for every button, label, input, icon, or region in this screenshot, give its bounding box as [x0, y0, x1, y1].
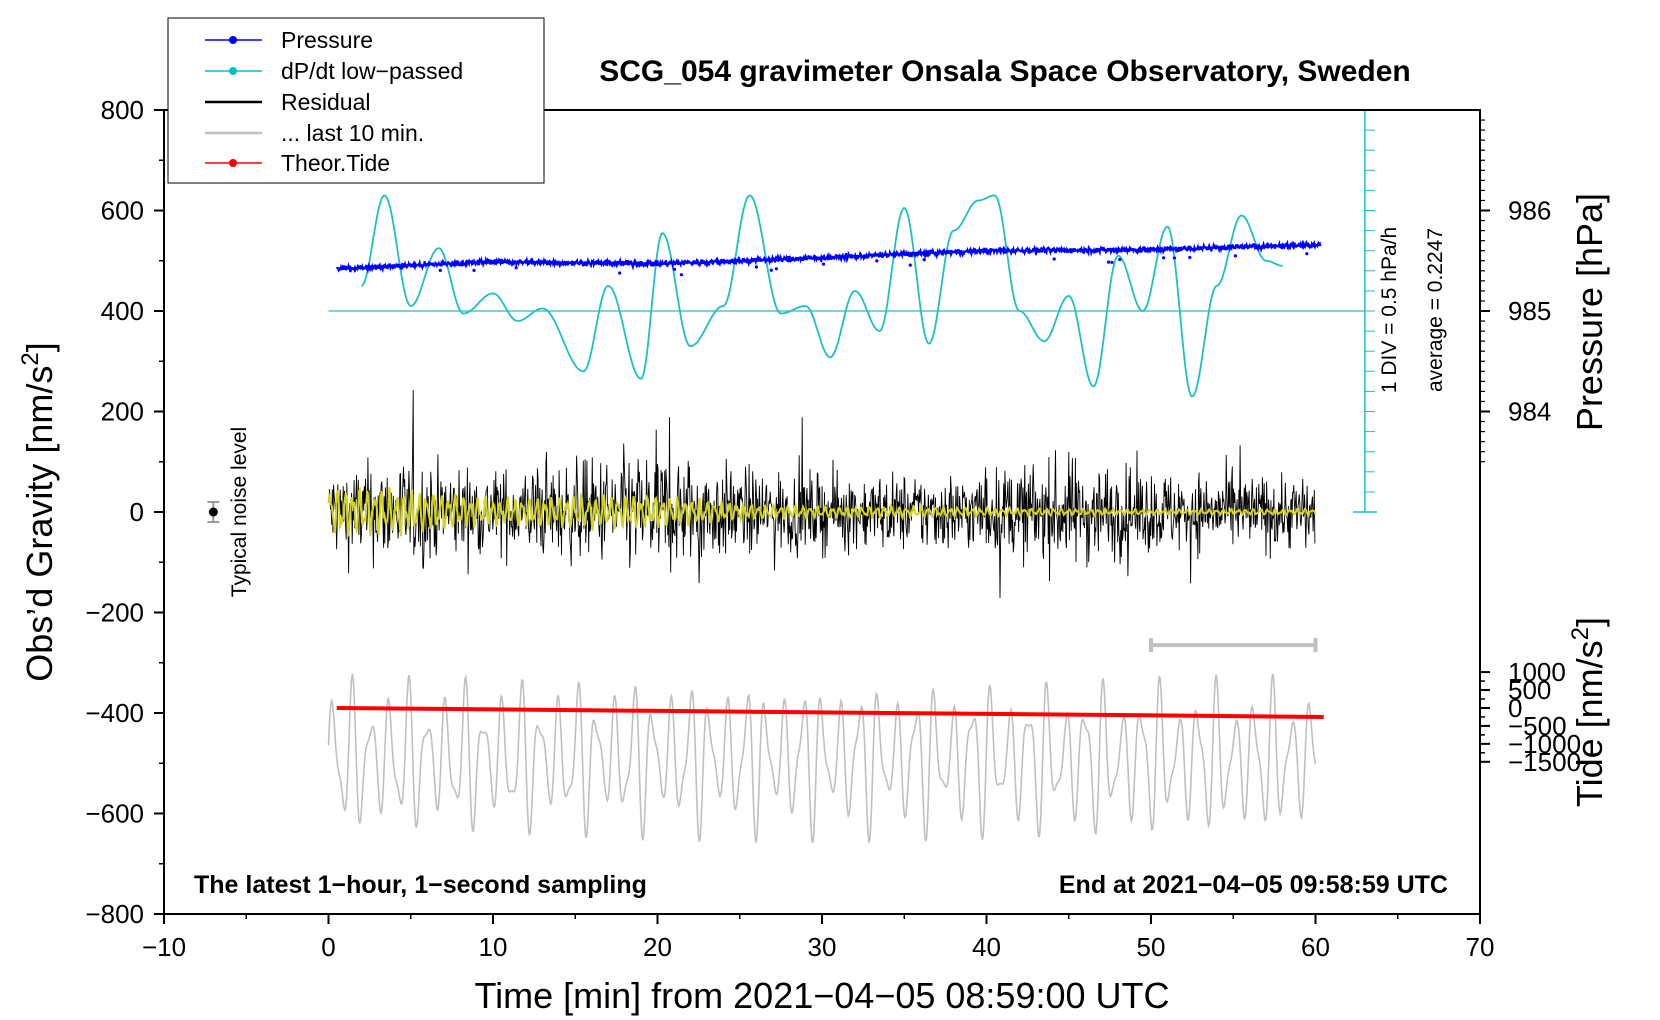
- pressure-tick-label: 985: [1508, 296, 1551, 326]
- pressure-outlier-point: [618, 271, 622, 275]
- dpdt-average-label: average = 0.2247: [1424, 228, 1447, 392]
- y-axis-title-pressure: Pressure [hPa]: [1569, 193, 1610, 431]
- y-tick-label: −400: [85, 698, 144, 728]
- last-10-min-line: [327, 673, 1317, 845]
- tide-tick-label: −1000: [1508, 729, 1581, 759]
- pressure-outlier-point: [438, 268, 442, 272]
- y-tick-label: 800: [101, 95, 144, 125]
- pressure-outlier-point: [821, 262, 826, 266]
- sampling-note: The latest 1−hour, 1−second sampling: [194, 871, 647, 899]
- x-tick-label: 50: [1137, 932, 1166, 962]
- legend-label-last-10-min: ... last 10 min.: [281, 120, 424, 146]
- tide-line: [336, 705, 1324, 719]
- pressure-outlier-point: [472, 268, 476, 272]
- y-tick-label: −600: [85, 799, 144, 829]
- pressure-outlier-point: [774, 267, 779, 271]
- filtered-residual-line: [327, 486, 1317, 537]
- gravity-data-layer: [207, 109, 1377, 845]
- axes-layer: −10 0 10 20 30 40 50 60 70 −800 −600 −400 −200 0 200 40…: [85, 95, 1581, 962]
- legend: Pressure dP/dt low−passed Residual ... l…: [167, 17, 545, 184]
- x-tick-label: 10: [479, 932, 508, 962]
- pressure-outlier-point: [1233, 254, 1237, 258]
- pressure-line: [335, 239, 1322, 274]
- pressure-tick-label: 986: [1508, 196, 1551, 226]
- x-tick-label: 40: [972, 932, 1001, 962]
- end-time-note: End at 2021−04−05 09:58:59 UTC: [1059, 871, 1448, 899]
- legend-marker-pressure: [229, 36, 237, 44]
- pressure-outlier-point: [1305, 252, 1309, 256]
- pressure-outlier-point: [875, 259, 879, 263]
- pressure-outlier-point: [1162, 256, 1166, 260]
- x-tick-label: 70: [1466, 932, 1495, 962]
- tide-tick-label: −500: [1508, 711, 1567, 741]
- pressure-outlier-point: [769, 268, 773, 272]
- legend-marker-tide: [229, 159, 237, 167]
- chart-title: SCG_054 gravimeter Onsala Space Observat…: [599, 55, 1411, 88]
- pressure-outlier-point: [672, 267, 677, 271]
- legend-entry-dpdt: dP/dt low−passed: [205, 58, 463, 84]
- legend-label-residual: Residual: [281, 89, 371, 115]
- pressure-outlier-point: [679, 273, 684, 277]
- x-tick-label: 60: [1301, 932, 1330, 962]
- y-tick-label: 600: [101, 196, 144, 226]
- y-tick-label: −200: [85, 598, 144, 628]
- legend-label-tide: Theor.Tide: [281, 150, 390, 176]
- tide-tick-label: 1000: [1508, 657, 1566, 687]
- legend-label-dpdt: dP/dt low−passed: [281, 58, 463, 84]
- x-tick-label: 0: [321, 932, 335, 962]
- pressure-outlier-point: [754, 265, 759, 269]
- pressure-outlier-point: [514, 266, 518, 270]
- tide-tick-label: −1500: [1508, 747, 1581, 777]
- pressure-outlier-point: [1188, 255, 1192, 260]
- pressure-outlier-point: [922, 258, 926, 262]
- legend-entry-residual: Residual: [205, 89, 371, 115]
- legend-entry-tide: Theor.Tide: [205, 150, 390, 176]
- y-axis-title-left: Obs’d Gravity [nm/s2]: [17, 342, 60, 681]
- x-tick-label: −10: [142, 932, 186, 962]
- legend-marker-dpdt: [229, 67, 237, 75]
- pressure-tick-label: 984: [1508, 397, 1551, 427]
- y-tick-label: 0: [130, 497, 144, 527]
- x-tick-label: 20: [643, 932, 672, 962]
- y-axis-title-tide: Tide [nm/s2]: [1567, 617, 1610, 807]
- pressure-outlier-point: [908, 263, 912, 267]
- pressure-outlier-point: [1107, 260, 1111, 264]
- dpdt-line: [360, 194, 1283, 398]
- tide-tick-label: 0: [1508, 693, 1522, 723]
- legend-entry-pressure: Pressure: [205, 27, 373, 53]
- pressure-outlier-point: [1172, 256, 1176, 260]
- pressure-outlier-point: [1110, 260, 1114, 264]
- legend-entry-last-10-min: ... last 10 min.: [205, 120, 424, 146]
- noise-level-point: [208, 507, 218, 517]
- pressure-outlier-point: [1052, 257, 1056, 261]
- y-tick-label: 400: [101, 296, 144, 326]
- pressure-outlier-point: [1118, 257, 1122, 262]
- noise-level-label: Typical noise level: [228, 427, 251, 597]
- y-tick-label: 200: [101, 397, 144, 427]
- tide-tick-label: 500: [1508, 675, 1551, 705]
- x-tick-label: 30: [808, 932, 837, 962]
- legend-box: [167, 17, 545, 184]
- x-axis-title: Time [min] from 2021−04−05 08:59:00 UTC: [474, 975, 1169, 1016]
- y-tick-label: −800: [85, 899, 144, 929]
- legend-label-pressure: Pressure: [281, 27, 373, 53]
- dpdt-scale-label: 1 DIV = 0.5 hPa/h: [1378, 227, 1401, 393]
